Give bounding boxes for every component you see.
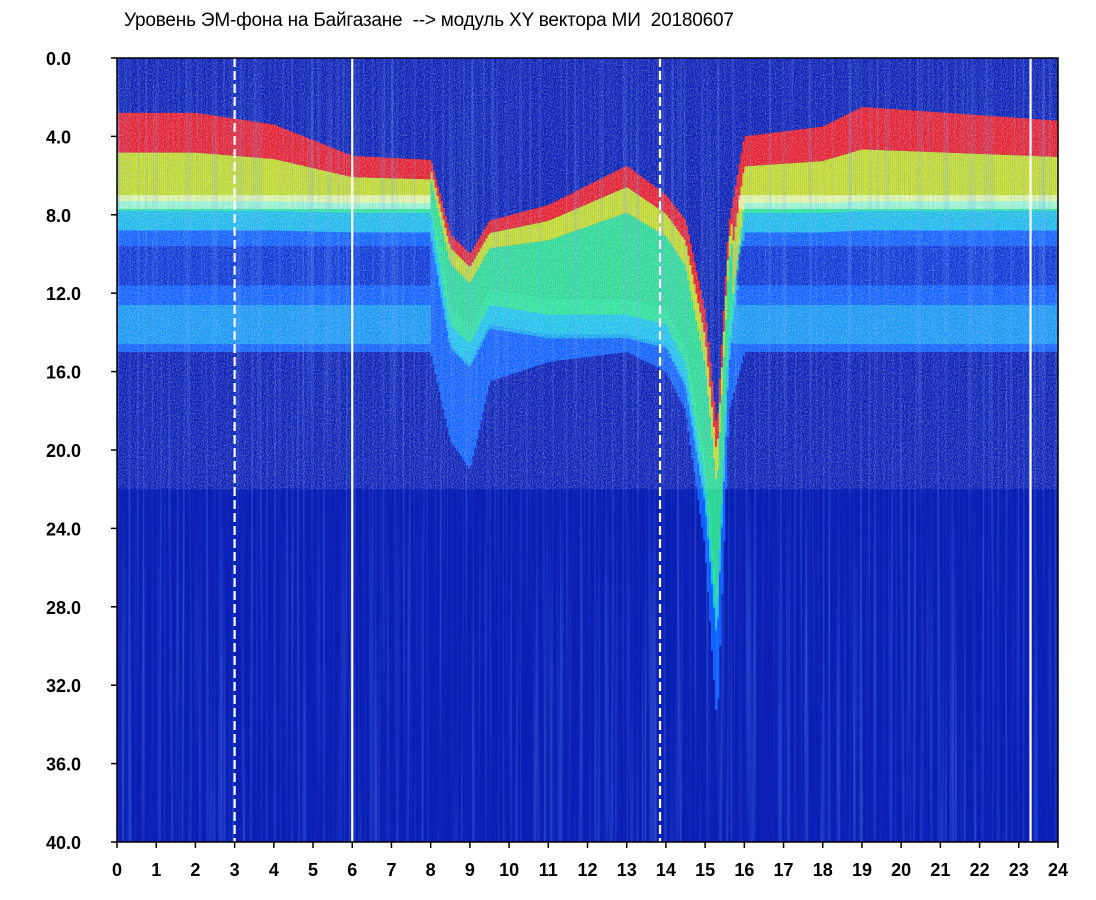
x-tick-label: 10 — [499, 860, 519, 880]
y-tick-label: 36.0 — [46, 755, 81, 775]
x-tick-label: 17 — [774, 860, 794, 880]
axes: 0.0 4.0 8.0 12.0 16.0 20.0 24.0 28.0 32.0 36.0 40.… — [46, 49, 1068, 880]
x-tick-label: 22 — [970, 860, 990, 880]
heatmap-speckle — [117, 58, 1058, 490]
x-tick-label: 14 — [656, 860, 676, 880]
x-tick-label: 21 — [930, 860, 950, 880]
plot-area — [117, 58, 1059, 842]
x-tick-label: 1 — [151, 860, 161, 880]
y-tick-label: 28.0 — [46, 598, 81, 618]
x-tick-label: 8 — [426, 860, 436, 880]
x-tick-label: 0 — [112, 860, 122, 880]
x-tick-label: 20 — [891, 860, 911, 880]
y-tick-label: 4.0 — [46, 127, 71, 147]
x-tick-label: 18 — [813, 860, 833, 880]
y-tick-label: 24.0 — [46, 519, 81, 539]
y-tick-label: 20.0 — [46, 441, 81, 461]
x-tick-label: 13 — [617, 860, 637, 880]
x-tick-label: 6 — [347, 860, 357, 880]
x-tick-label: 2 — [190, 860, 200, 880]
x-tick-label: 7 — [386, 860, 396, 880]
x-tick-label: 4 — [269, 860, 279, 880]
y-tick-label: 40.0 — [46, 833, 81, 853]
x-tick-label: 3 — [230, 860, 240, 880]
x-tick-label: 16 — [734, 860, 754, 880]
x-tick-label: 19 — [852, 860, 872, 880]
x-tick-label: 11 — [539, 860, 558, 880]
x-tick-label: 24 — [1048, 860, 1068, 880]
x-tick-label: 12 — [577, 860, 597, 880]
x-tick-label: 9 — [465, 860, 475, 880]
x-tick-label: 5 — [308, 860, 318, 880]
y-tick-label: 32.0 — [46, 676, 81, 696]
x-tick-label: 15 — [695, 860, 715, 880]
y-tick-label: 0.0 — [46, 49, 71, 69]
chart-title: Уровень ЭМ-фона на Байгазане --> модуль … — [124, 10, 734, 31]
y-tick-label: 12.0 — [46, 284, 81, 304]
y-tick-label: 16.0 — [46, 363, 81, 383]
x-tick-label: 23 — [1009, 860, 1029, 880]
y-tick-label: 8.0 — [46, 206, 71, 226]
